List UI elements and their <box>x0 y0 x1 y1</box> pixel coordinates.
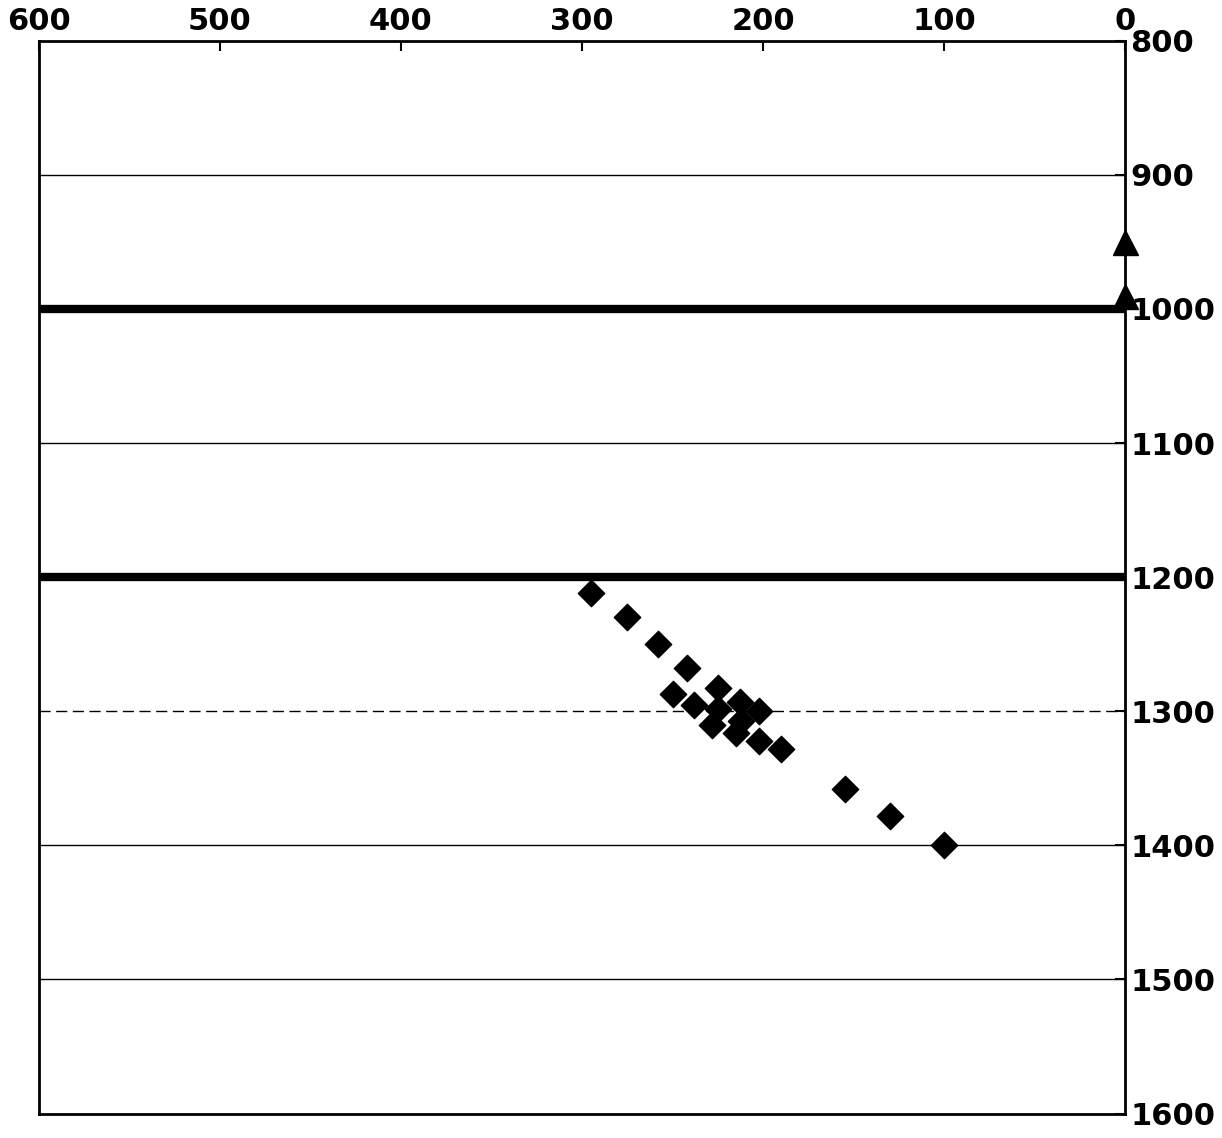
Point <box>703 716 722 734</box>
Point <box>662 685 682 703</box>
Point <box>708 700 727 718</box>
Point <box>617 609 637 627</box>
Point <box>726 724 745 742</box>
Point <box>835 780 854 798</box>
Point <box>684 695 704 714</box>
Point <box>708 679 727 698</box>
Point <box>730 693 749 711</box>
Point <box>935 836 954 855</box>
Point <box>732 711 752 729</box>
Point <box>880 807 899 825</box>
Point <box>749 732 769 750</box>
Point <box>649 635 668 653</box>
Point <box>677 659 697 677</box>
Point <box>771 740 791 758</box>
Point <box>582 584 601 602</box>
Point <box>749 702 769 720</box>
